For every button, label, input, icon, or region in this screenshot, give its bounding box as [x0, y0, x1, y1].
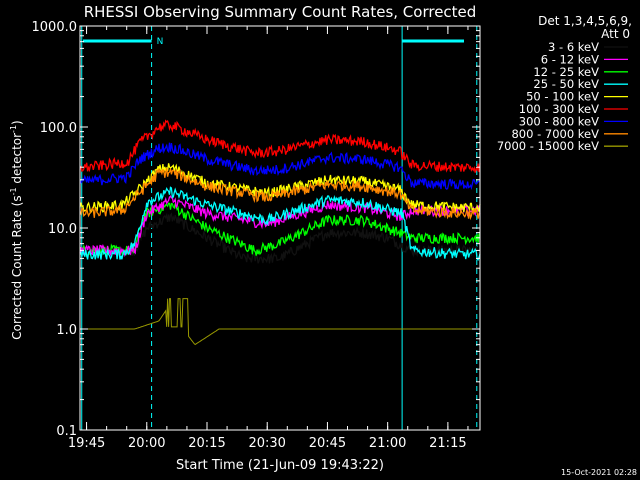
axes: 0.1 1.0 10.0 100.0 1000.0 19:45 20:00 20:15 20:3…: [32, 20, 481, 451]
y-axis-label-sup2: -1: [9, 125, 18, 133]
legend-entry-label: 3 - 6 keV: [548, 40, 599, 54]
y-tick-label: 1000.0: [32, 20, 78, 35]
x-tick-label: 20:45: [309, 436, 346, 451]
legend-entry-label: 6 - 12 keV: [541, 52, 599, 66]
series-line: [79, 142, 481, 191]
series-line: [79, 163, 481, 214]
x-tick-label: 20:00: [128, 436, 165, 451]
series-line: [80, 298, 480, 346]
x-tick-label: 21:15: [429, 436, 466, 451]
legend-entry-label: 800 - 7000 keV: [511, 127, 599, 141]
series-line: [79, 202, 481, 258]
y-axis-label: Corrected Count Rate (s-1 detector-1): [9, 120, 24, 339]
y-axis-label-main: Corrected Count Rate (s: [10, 195, 24, 339]
series-line: [79, 212, 481, 264]
plot-area: N: [81, 26, 478, 430]
legend-header-line-2: Att 0: [601, 27, 630, 41]
series-lines: [79, 119, 481, 346]
legend-entry-label: 50 - 100 keV: [526, 90, 599, 104]
legend-header-line-1: Det 1,3,4,5,6,9,: [538, 14, 632, 28]
x-axis-label: Start Time (21-Jun-09 19:43:22): [176, 458, 384, 473]
footer-timestamp: 15-Oct-2021 02:28: [561, 468, 637, 477]
chart-title: RHESSI Observing Summary Count Rates, Co…: [84, 3, 477, 21]
legend-entry-label: 25 - 50 keV: [533, 77, 599, 91]
y-tick-label: 10.0: [48, 222, 77, 237]
flag-label: N: [157, 37, 164, 47]
series-line: [79, 119, 481, 173]
y-axis-label-mid: detector: [10, 133, 24, 188]
x-tick-label: 20:15: [188, 436, 225, 451]
series-line: [79, 186, 481, 261]
series-line: [79, 195, 481, 258]
x-tick-label: 19:45: [68, 436, 105, 451]
x-tick-label: 20:30: [248, 436, 285, 451]
y-axis-label-end: ): [10, 120, 24, 125]
series-line: [79, 167, 481, 221]
legend-entry-label: 100 - 300 keV: [519, 102, 599, 116]
legend-entry-label: 12 - 25 keV: [533, 65, 599, 79]
legend-entry-label: 300 - 800 keV: [519, 114, 599, 128]
legend-entry-label: 7000 - 15000 keV: [497, 139, 599, 153]
y-axis-label-sup: -1: [9, 187, 18, 195]
x-tick-label: 21:00: [369, 436, 406, 451]
y-tick-label: 100.0: [40, 121, 77, 136]
y-tick-label: 0.1: [56, 424, 77, 439]
y-tick-label: 1.0: [56, 323, 77, 338]
